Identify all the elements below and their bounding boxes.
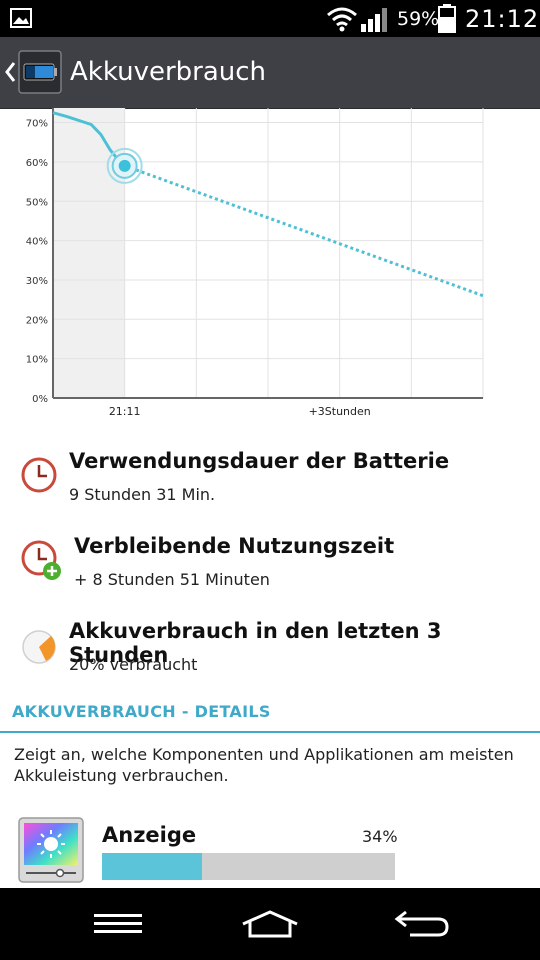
info-sub: 20% verbraucht	[69, 655, 198, 674]
info-headline: Akkuverbrauch in den letzten 3 Stunden	[69, 619, 442, 667]
navigation-bar	[0, 888, 540, 960]
section-divider	[0, 731, 540, 733]
home-icon	[242, 910, 298, 938]
y-tick-label: 10%	[26, 355, 48, 366]
y-tick-label: 70%	[26, 119, 48, 130]
y-tick-label: 40%	[26, 237, 48, 248]
info-headline: Verbleibende Nutzungszeit	[74, 534, 395, 558]
battery-app-icon[interactable]	[18, 50, 62, 94]
component-row-anzeige[interactable]: Anzeige 34%	[0, 810, 540, 888]
current-point-dot	[118, 159, 131, 172]
signal-icon	[361, 8, 387, 32]
status-bar: 59% 21:12	[0, 0, 540, 37]
back-chevron-icon[interactable]	[4, 61, 16, 83]
current-point-marker	[106, 147, 143, 184]
status-clock: 21:12	[465, 5, 540, 33]
clock-plus-icon	[21, 540, 61, 580]
info-item-last-3-hours: Akkuverbrauch in den letzten 3 Stunden 2…	[0, 619, 540, 699]
clock-icon	[21, 457, 57, 493]
info-sub: 9 Stunden 31 Min.	[69, 485, 216, 504]
y-tick-label: 30%	[26, 276, 48, 287]
current-point-ring-outer	[106, 147, 143, 184]
info-sub: + 8 Stunden 51 Minuten	[74, 570, 270, 589]
wifi-icon	[327, 7, 357, 32]
menu-icon	[94, 914, 142, 933]
y-axis-ticks: 70% 60% 50% 40% 30% 20% 10% 0%	[26, 119, 48, 405]
projection-series-line	[124, 164, 484, 298]
info-item-remaining-time: Verbleibende Nutzungszeit + 8 Stunden 51…	[0, 534, 540, 614]
home-button[interactable]	[215, 888, 325, 960]
back-button[interactable]	[367, 888, 477, 960]
back-icon	[394, 910, 449, 937]
section-header-details: AKKUVERBRAUCH - DETAILS	[12, 702, 271, 721]
details-description: Zeigt an, welche Komponenten und Applika…	[14, 745, 514, 785]
battery-icon	[438, 4, 456, 33]
menu-button[interactable]	[63, 888, 173, 960]
y-tick-label: 50%	[26, 197, 48, 208]
battery-percent: 59%	[397, 8, 440, 30]
x-tick-label: +3Stunden	[309, 405, 371, 418]
component-name: Anzeige	[102, 823, 197, 847]
y-tick-label: 60%	[26, 158, 48, 169]
component-usage-bar	[102, 853, 395, 880]
info-item-usage-duration: Verwendungsdauer der Batterie 9 Stunden …	[0, 449, 540, 529]
page-title: Akkuverbrauch	[70, 57, 267, 87]
chart-grid	[53, 108, 484, 398]
display-brightness-icon	[18, 817, 84, 883]
gallery-icon	[10, 8, 32, 28]
pie-chart-icon	[22, 630, 56, 664]
y-tick-label: 0%	[32, 394, 48, 405]
y-tick-label: 20%	[26, 315, 48, 326]
history-shade	[53, 108, 125, 398]
info-headline: Verwendungsdauer der Batterie	[69, 449, 450, 473]
x-tick-label: 21:11	[109, 405, 141, 418]
component-percent: 34%	[362, 827, 398, 846]
action-bar: Akkuverbrauch	[0, 37, 540, 109]
battery-chart: 70% 60% 50% 40% 30% 20% 10% 0% 21:11 +3Stunden	[26, 108, 484, 418]
component-usage-bar-fill	[102, 853, 202, 880]
x-axis-ticks: 21:11 +3Stunden	[109, 405, 371, 418]
